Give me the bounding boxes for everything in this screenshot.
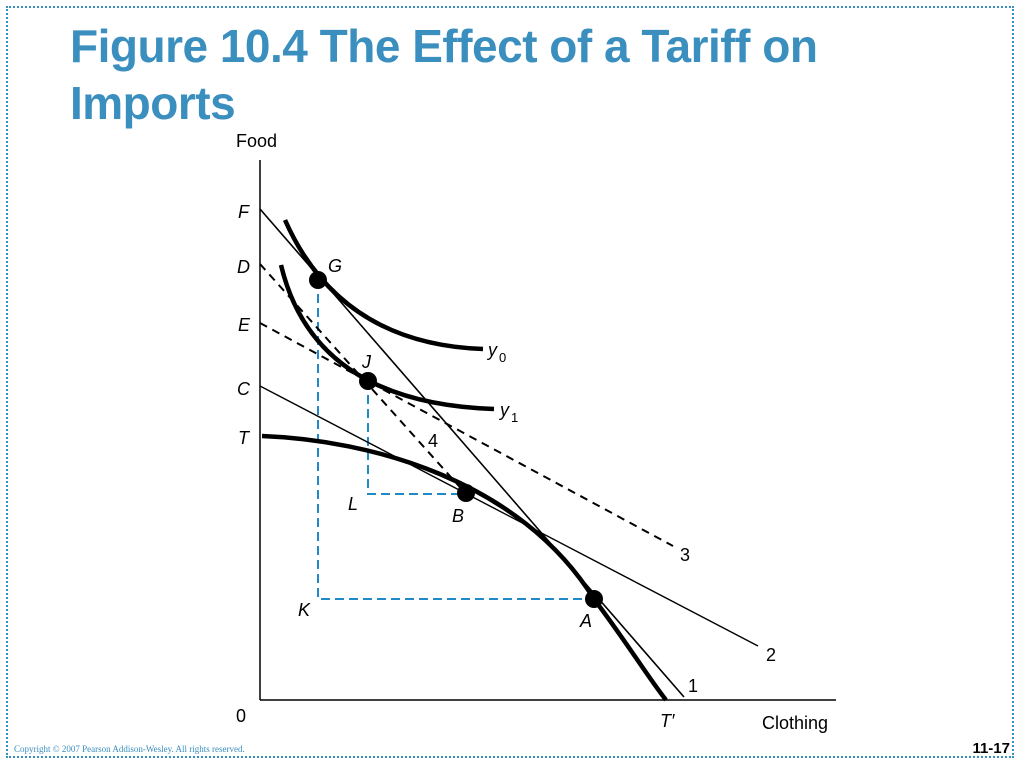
line-label-4: 4	[428, 431, 438, 451]
origin-label: 0	[236, 706, 246, 726]
line-label-3: 3	[680, 545, 690, 565]
guide-g-k-a	[317, 280, 594, 600]
slide-border	[6, 6, 1014, 758]
curve-label-y0-sub: 0	[499, 350, 506, 365]
curve-label-y0-base: y	[486, 340, 498, 360]
indifference-curve-y1	[278, 264, 495, 412]
page-number: 11-17	[972, 740, 1010, 757]
y-axis-label: Food	[236, 131, 277, 151]
intercept-label-d: D	[237, 257, 250, 277]
line-label-1: 1	[688, 676, 698, 696]
intercept-label-t: T	[238, 428, 251, 448]
point-label-j: J	[361, 352, 372, 372]
curve-label-y1-base: y	[498, 400, 510, 420]
point-b	[457, 484, 475, 502]
curve-label-y1-sub: 1	[511, 410, 518, 425]
ppf-curve	[261, 433, 668, 702]
point-label-g: G	[328, 256, 342, 276]
copyright-notice: Copyright © 2007 Pearson Addison-Wesley.…	[14, 744, 245, 754]
point-a	[585, 590, 603, 608]
point-label-b: B	[452, 506, 464, 526]
intercept-label-e: E	[238, 315, 251, 335]
indifference-curve-y0	[282, 219, 484, 352]
slide-title: Figure 10.4 The Effect of a Tariff on Im…	[70, 20, 818, 129]
intercept-label-c: C	[237, 379, 251, 399]
x-axis-label: Clothing	[762, 713, 828, 733]
intercept-label-f: F	[238, 202, 250, 222]
point-label-a: A	[579, 611, 592, 631]
intercept-label-t-prime: T′	[660, 711, 675, 731]
line-3	[259, 322, 674, 547]
point-label-k: K	[298, 600, 311, 620]
guide-j-l-b	[367, 381, 466, 495]
point-g	[309, 271, 327, 289]
point-label-l: L	[348, 494, 358, 514]
point-j	[359, 372, 377, 390]
line-2	[259, 385, 759, 647]
line-label-2: 2	[766, 645, 776, 665]
